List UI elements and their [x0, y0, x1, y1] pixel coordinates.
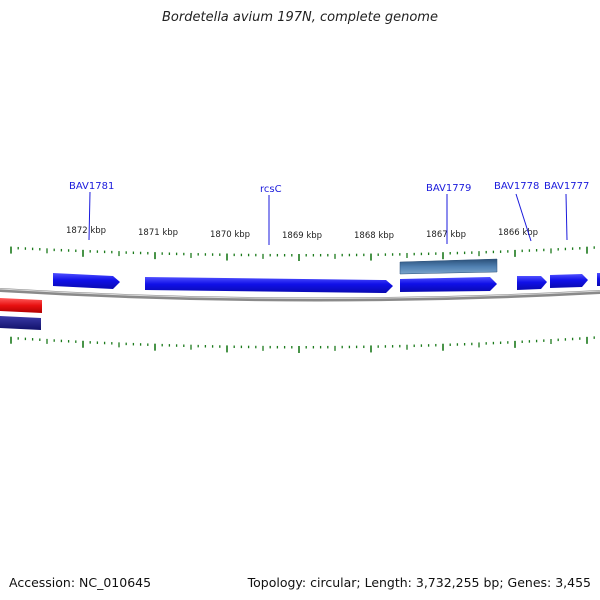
label-line-bav1777 — [565, 193, 568, 241]
gene-label-lines — [88, 191, 568, 245]
gene-labels: BAV1781 rcsC BAV1779 BAV1778 BAV1777 — [69, 181, 589, 195]
gene-bav1779[interactable] — [400, 277, 497, 292]
genome-backbone-highlight — [0, 288, 600, 300]
genome-title: Bordetella avium 197N, complete genome — [162, 10, 438, 25]
kbp-label: 1869 kbp — [282, 231, 322, 241]
genome-summary-text: Topology: circular; Length: 3,732,255 bp… — [247, 575, 591, 590]
kbp-scale: 1872 kbp 1871 kbp 1870 kbp 1869 kbp 1868… — [66, 226, 538, 241]
label-line-bav1781 — [88, 191, 91, 241]
gene-partial-right[interactable] — [597, 273, 600, 286]
genome-backbone — [0, 288, 600, 302]
outer-tick-row — [10, 246, 595, 261]
gene-bav1777[interactable] — [550, 274, 588, 288]
gene-rcsc[interactable] — [145, 277, 393, 293]
kbp-label: 1871 kbp — [138, 228, 178, 238]
gene-label-bav1781[interactable]: BAV1781 — [69, 181, 114, 192]
accession-text: Accession: NC_010645 — [9, 575, 152, 590]
reverse-gene-partial[interactable] — [0, 316, 41, 330]
gene-bav1778[interactable] — [517, 276, 547, 290]
gene-label-bav1778[interactable]: BAV1778 — [494, 181, 539, 192]
kbp-label: 1868 kbp — [354, 231, 394, 241]
gene-label-bav1779[interactable]: BAV1779 — [426, 183, 471, 194]
inner-tick-row — [10, 336, 595, 353]
rna-gene-partial[interactable] — [0, 298, 42, 313]
kbp-label: 1872 kbp — [66, 226, 106, 236]
gene-label-rcsc[interactable]: rcsC — [260, 184, 282, 195]
kbp-label: 1870 kbp — [210, 230, 250, 240]
gene-bav1779-highlight[interactable] — [399, 258, 498, 275]
label-line-bav1778 — [515, 193, 532, 242]
kbp-label: 1866 kbp — [498, 228, 538, 238]
kbp-label: 1867 kbp — [426, 230, 466, 240]
gene-bav1781[interactable] — [53, 273, 120, 289]
gene-label-bav1777[interactable]: BAV1777 — [544, 181, 589, 192]
